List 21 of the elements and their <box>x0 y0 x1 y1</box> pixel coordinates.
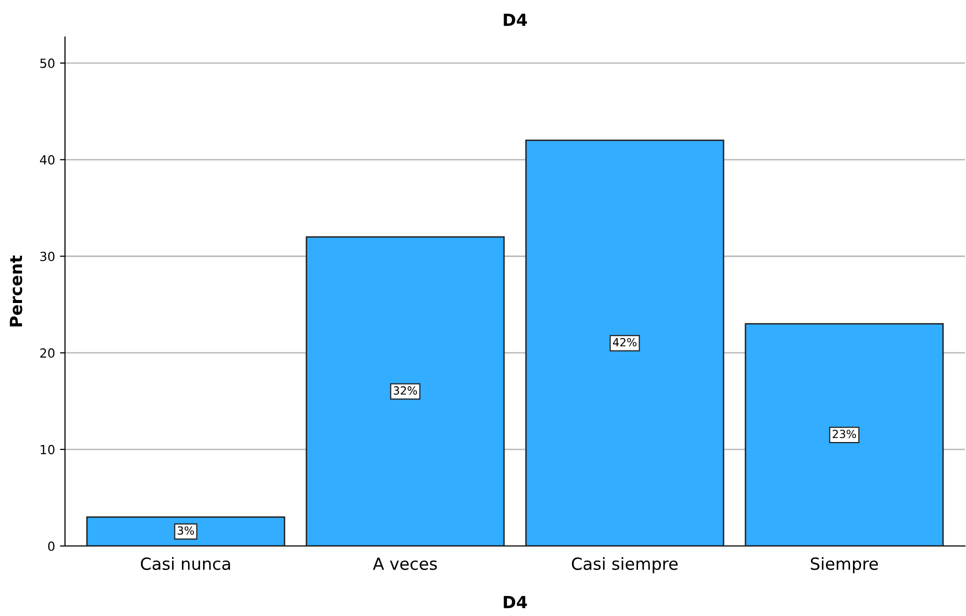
data-label: 23% <box>832 430 856 438</box>
y-tick-label: 20 <box>40 348 54 358</box>
chart-title: D4 <box>504 14 527 26</box>
data-label: 3% <box>178 526 194 535</box>
y-tick-label: 50 <box>40 58 54 68</box>
data-label: 42% <box>612 338 636 346</box>
y-tick-label: 40 <box>40 155 54 165</box>
x-tick-label: Casi nunca <box>140 557 230 570</box>
x-tick-label: A veces <box>372 558 437 570</box>
x-tick-label: Casi siempre <box>572 557 678 574</box>
bar <box>525 140 724 546</box>
y-tick-label: 10 <box>40 444 54 454</box>
bar <box>744 323 944 546</box>
y-tick-label: 30 <box>40 252 54 262</box>
x-tick-label: Siempre <box>810 557 878 574</box>
bar <box>86 516 286 546</box>
x-axis-title: D4 <box>504 596 527 608</box>
data-label: 32% <box>394 386 417 395</box>
y-tick-label: 0 <box>48 541 54 551</box>
bar <box>306 236 505 546</box>
y-axis-title: Percent <box>10 256 22 326</box>
